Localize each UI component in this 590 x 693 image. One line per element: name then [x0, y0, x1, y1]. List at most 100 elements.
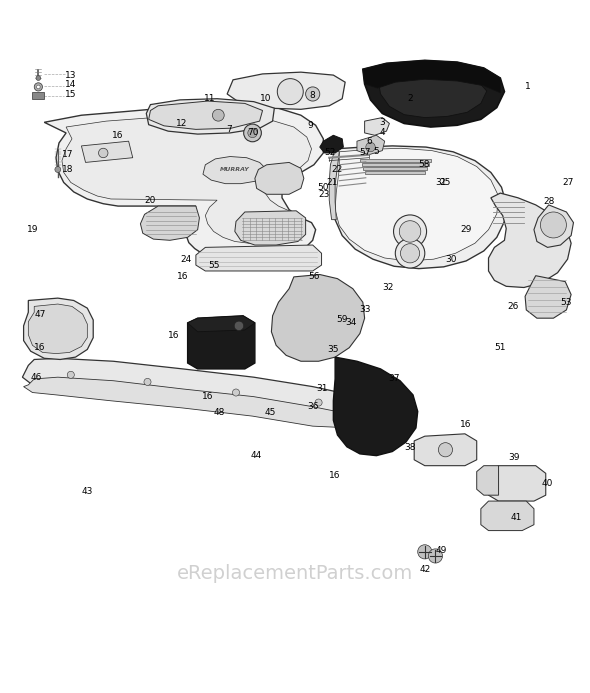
Text: 41: 41 — [510, 513, 522, 522]
Polygon shape — [362, 163, 429, 166]
Text: 19: 19 — [27, 225, 38, 234]
Polygon shape — [196, 245, 322, 271]
Text: 46: 46 — [31, 373, 42, 382]
Polygon shape — [81, 141, 133, 162]
Text: 59: 59 — [336, 315, 348, 324]
Polygon shape — [188, 316, 255, 369]
Polygon shape — [24, 298, 93, 360]
Circle shape — [37, 85, 40, 89]
Polygon shape — [188, 316, 255, 332]
Circle shape — [34, 82, 42, 91]
Circle shape — [438, 443, 453, 457]
Text: 1: 1 — [525, 82, 531, 91]
Circle shape — [248, 128, 257, 138]
Text: 12: 12 — [176, 119, 188, 128]
Circle shape — [55, 166, 61, 173]
Text: 18: 18 — [62, 165, 74, 174]
Polygon shape — [357, 135, 385, 155]
Text: 58: 58 — [418, 160, 430, 169]
Text: 40: 40 — [542, 479, 553, 488]
Text: 31: 31 — [435, 178, 447, 187]
Text: 26: 26 — [507, 302, 519, 311]
Polygon shape — [320, 135, 343, 153]
Text: 45: 45 — [264, 408, 276, 417]
Text: 52: 52 — [324, 148, 336, 157]
Polygon shape — [203, 157, 267, 184]
Text: 49: 49 — [435, 545, 447, 554]
Text: 42: 42 — [419, 565, 431, 574]
Polygon shape — [235, 211, 306, 245]
Text: 30: 30 — [445, 255, 457, 263]
Text: 56: 56 — [308, 272, 320, 281]
Text: 25: 25 — [440, 178, 451, 187]
Text: 11: 11 — [204, 94, 215, 103]
Text: 43: 43 — [81, 486, 93, 495]
Polygon shape — [481, 501, 534, 531]
Circle shape — [394, 215, 427, 248]
Polygon shape — [28, 304, 87, 353]
Text: 10: 10 — [260, 94, 271, 103]
Polygon shape — [44, 103, 323, 261]
Text: 37: 37 — [388, 374, 400, 383]
Circle shape — [212, 109, 224, 121]
Text: 21: 21 — [326, 178, 337, 187]
Text: 32: 32 — [382, 283, 394, 292]
Circle shape — [144, 378, 151, 385]
Text: 8: 8 — [310, 91, 316, 100]
Text: 16: 16 — [168, 331, 180, 340]
Polygon shape — [149, 101, 263, 130]
Polygon shape — [365, 118, 389, 135]
Text: 23: 23 — [319, 190, 330, 199]
Text: 31: 31 — [316, 385, 327, 394]
Text: 15: 15 — [65, 90, 77, 99]
Text: 16: 16 — [460, 420, 472, 429]
Polygon shape — [378, 69, 487, 118]
Text: 53: 53 — [560, 298, 572, 307]
Polygon shape — [22, 358, 367, 424]
Text: 36: 36 — [307, 402, 319, 411]
Polygon shape — [332, 146, 506, 269]
Circle shape — [232, 389, 240, 396]
Circle shape — [234, 321, 244, 331]
Polygon shape — [525, 276, 571, 318]
FancyBboxPatch shape — [32, 91, 44, 98]
Polygon shape — [414, 434, 477, 466]
Text: 5: 5 — [373, 148, 379, 157]
Polygon shape — [271, 274, 365, 361]
Polygon shape — [227, 72, 345, 109]
Circle shape — [399, 220, 421, 242]
Text: 16: 16 — [177, 272, 189, 281]
Text: 22: 22 — [332, 165, 343, 174]
Text: 35: 35 — [327, 345, 339, 354]
Text: 16: 16 — [202, 392, 214, 401]
Polygon shape — [62, 115, 312, 243]
Circle shape — [540, 212, 566, 238]
Text: 29: 29 — [460, 225, 472, 234]
Circle shape — [36, 76, 41, 80]
Circle shape — [99, 148, 108, 158]
Polygon shape — [329, 149, 339, 220]
Polygon shape — [255, 162, 304, 194]
Text: 57: 57 — [359, 148, 371, 157]
Polygon shape — [140, 206, 199, 240]
Text: 50: 50 — [317, 183, 329, 192]
Circle shape — [277, 78, 303, 105]
Text: 44: 44 — [251, 451, 263, 460]
Polygon shape — [333, 357, 418, 456]
Polygon shape — [363, 60, 500, 93]
Text: 13: 13 — [65, 71, 77, 80]
Polygon shape — [363, 60, 504, 127]
Polygon shape — [365, 170, 425, 174]
Text: 55: 55 — [208, 261, 219, 270]
Text: 70: 70 — [247, 128, 258, 137]
Circle shape — [366, 142, 375, 152]
Text: eReplacementParts.com: eReplacementParts.com — [177, 564, 413, 583]
Text: 3: 3 — [379, 118, 385, 127]
Text: 39: 39 — [509, 453, 520, 462]
Circle shape — [401, 244, 419, 263]
Text: 51: 51 — [494, 343, 506, 352]
Text: 7: 7 — [226, 125, 232, 134]
Text: 47: 47 — [34, 310, 46, 319]
Text: 27: 27 — [562, 178, 573, 187]
Polygon shape — [24, 377, 359, 428]
